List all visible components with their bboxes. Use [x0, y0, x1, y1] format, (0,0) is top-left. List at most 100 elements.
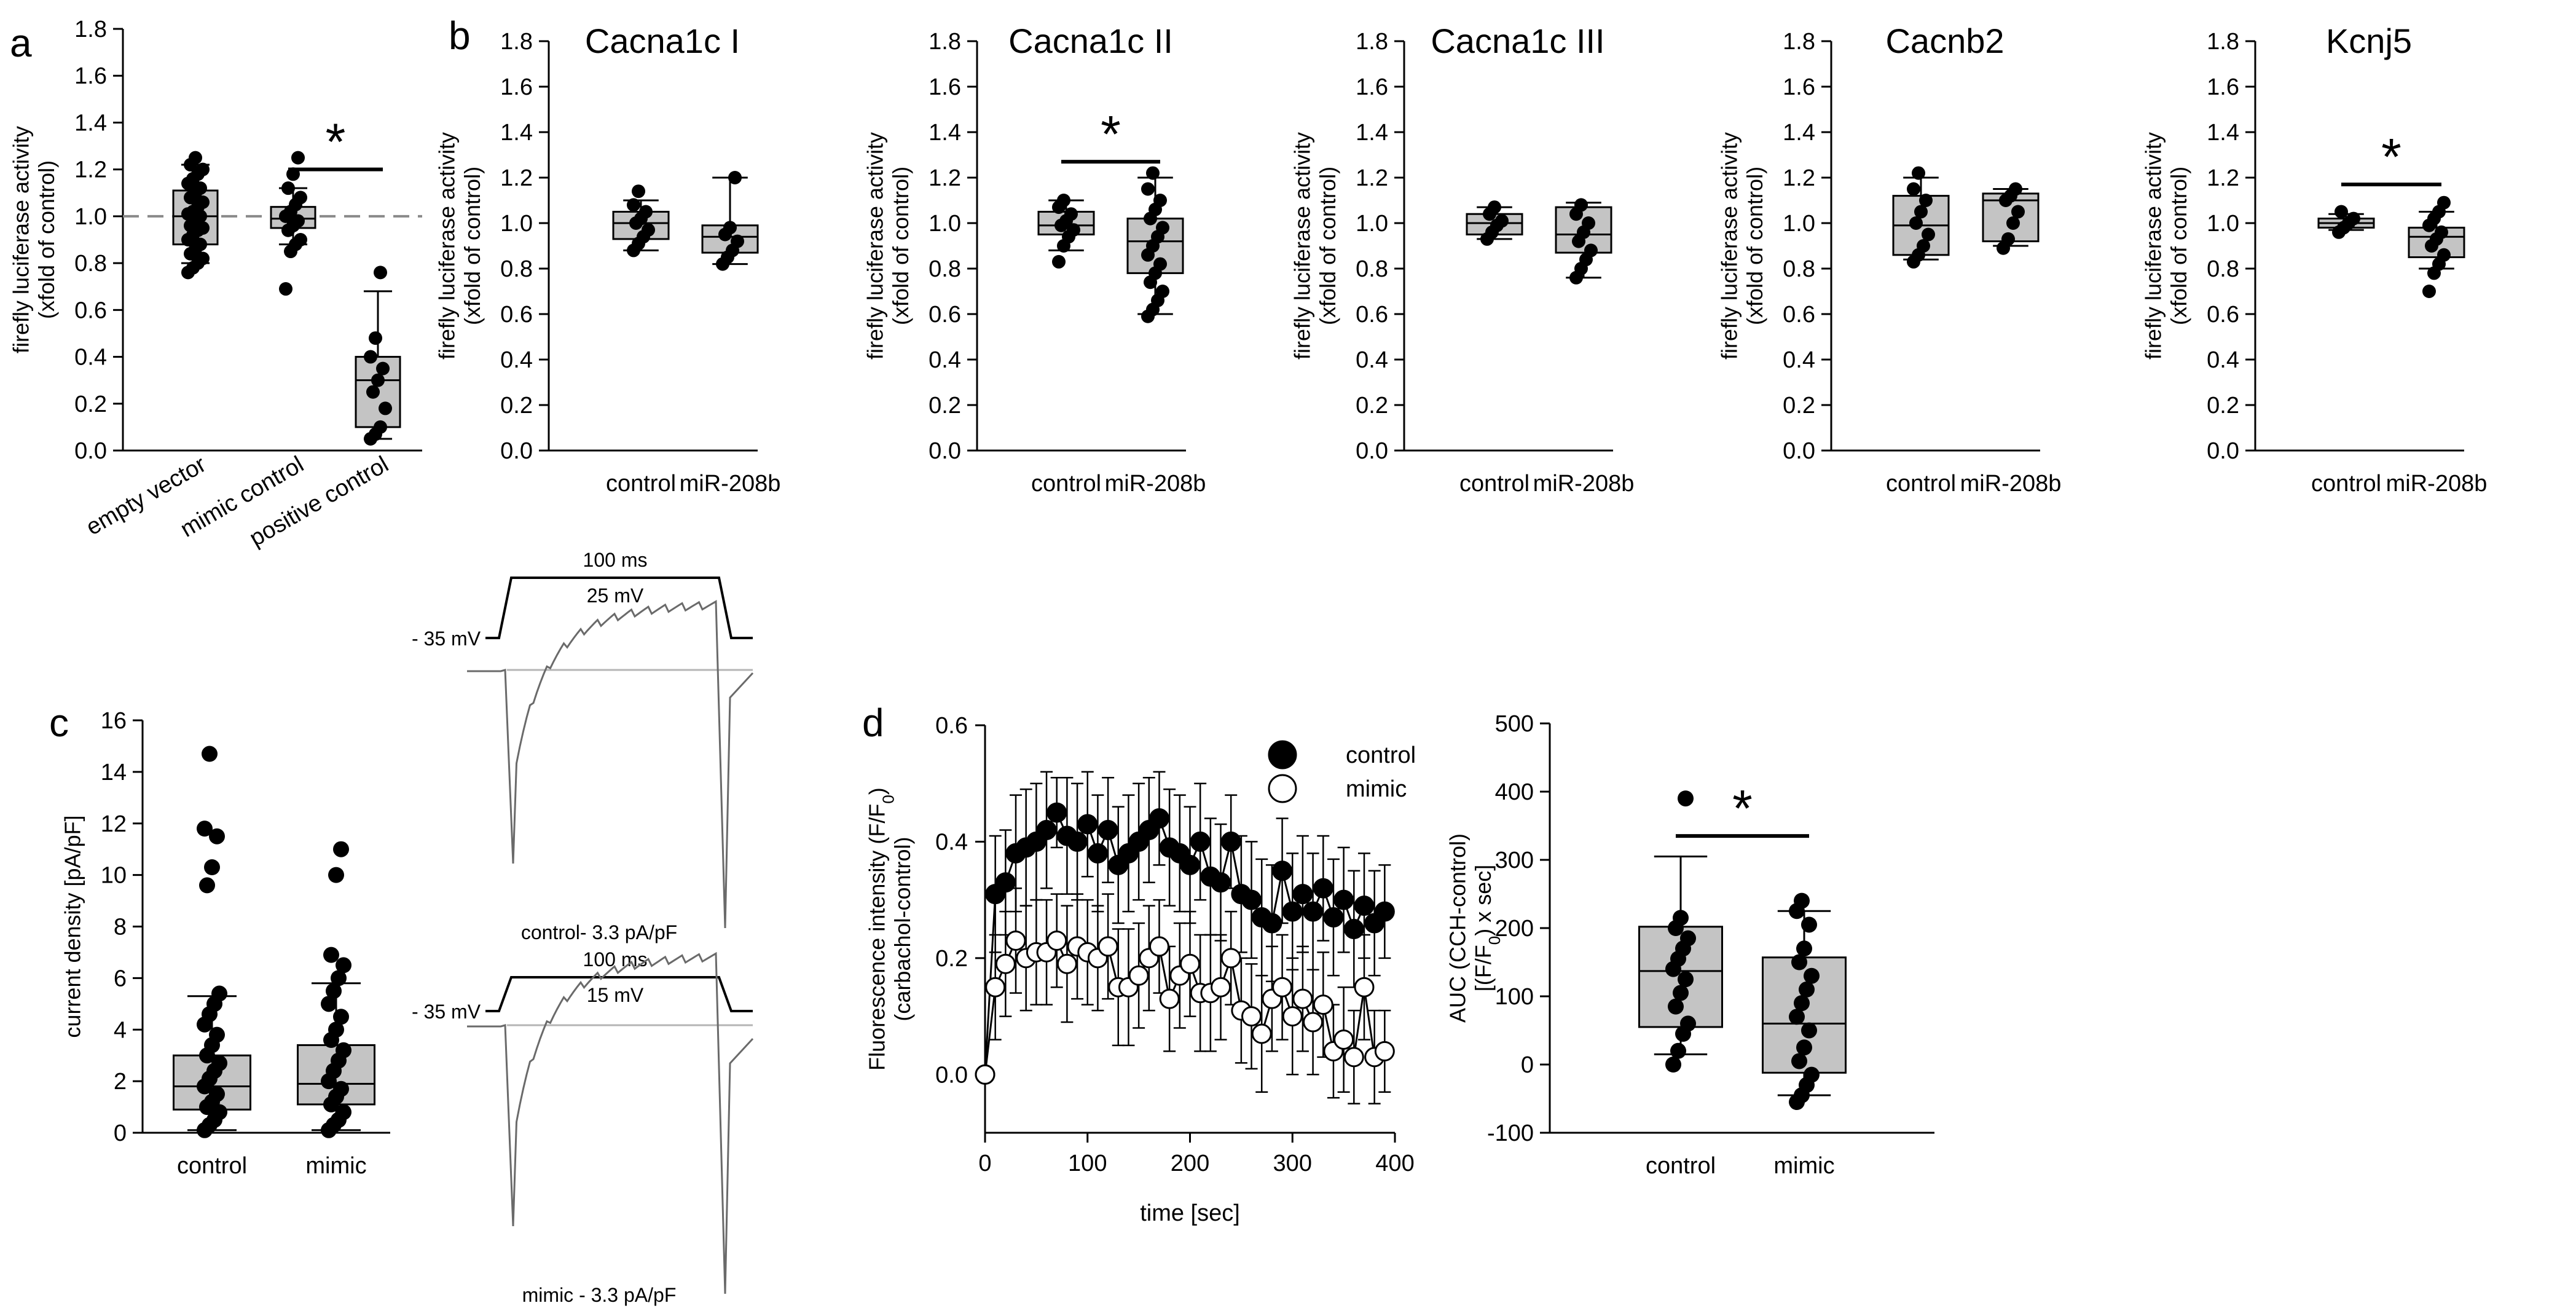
data-point — [1922, 227, 1935, 242]
y-tick-label: 0.2 — [2207, 393, 2239, 419]
box-control — [173, 746, 251, 1138]
data-point — [1794, 892, 1810, 909]
box-mir-208b — [1126, 166, 1184, 323]
significance-star: * — [326, 113, 346, 171]
data-point — [1046, 802, 1067, 823]
data-point — [1156, 221, 1169, 235]
y-tick-label: 0.4 — [1783, 347, 1815, 373]
y-tick-label: 0.0 — [74, 438, 107, 464]
box-mimic — [297, 841, 375, 1138]
y-axis-label-line: current density [pA/pF] — [60, 815, 85, 1037]
holding-potential: - 35 mV — [412, 1001, 481, 1023]
box-control — [1466, 200, 1523, 246]
y-tick-label: 1.0 — [929, 211, 961, 237]
y-tick-label: 0.8 — [74, 251, 107, 277]
y-tick-label: 0 — [1521, 1052, 1534, 1078]
voltage-protocol — [485, 577, 753, 639]
y-axis-label-line: firefly luciferase activity — [1290, 132, 1315, 360]
data-point — [1665, 1057, 1681, 1073]
data-point — [1159, 988, 1180, 1009]
current-trace — [467, 600, 754, 929]
data-point — [1153, 257, 1167, 271]
box-mimic-control — [270, 151, 316, 296]
significance-star: * — [1101, 105, 1121, 163]
data-point — [281, 181, 295, 195]
y-axis-label: firefly luciferase activity(xfold of con… — [434, 132, 485, 360]
data-point — [1292, 884, 1313, 905]
data-point — [1180, 854, 1200, 875]
data-point — [1801, 1022, 1817, 1039]
y-tick-label: 1.8 — [2207, 29, 2239, 55]
y-tick-label: 0.0 — [500, 438, 533, 464]
data-point — [1211, 977, 1231, 998]
y-tick-label: 0.6 — [500, 302, 533, 328]
subscript-zero: 0 — [1485, 936, 1504, 945]
box-mir-208b — [701, 171, 759, 271]
data-point — [2001, 232, 2015, 246]
data-point — [995, 872, 1016, 893]
panel-b-kcnj5: 0.0 0.2 0.4 0.6 0.8 1.0 1.2 1.4 1.6 1.8 firefly lu… — [2141, 22, 2488, 497]
data-point — [1077, 814, 1098, 835]
trace-caption: mimic - 3.3 pA/pF — [522, 1284, 677, 1306]
data-point — [1303, 901, 1324, 922]
voltage-protocol — [485, 976, 753, 1012]
data-point — [194, 181, 207, 195]
data-point — [328, 867, 344, 883]
box-mir-208b — [1982, 182, 2040, 255]
box-control — [1892, 166, 1950, 269]
y-tick-label: 0.8 — [1783, 256, 1815, 282]
chart-title: Cacna1c II — [1008, 22, 1173, 60]
chart-title: Cacnb2 — [1885, 22, 2004, 60]
category-label: control — [1031, 471, 1101, 497]
y-tick-label: 0.6 — [1783, 302, 1815, 328]
data-point — [211, 1055, 227, 1071]
data-point — [1052, 254, 1066, 269]
data-point — [1241, 889, 1262, 910]
y-tick-label: 1.6 — [1783, 74, 1815, 100]
data-point — [1098, 819, 1118, 840]
y-axis-label-line: firefly luciferase activity — [863, 132, 888, 360]
y-tick-label: 0 — [114, 1120, 127, 1146]
y-tick-label: 0.6 — [929, 302, 961, 328]
data-point — [1211, 872, 1231, 893]
y-axis-label-line: (xfold of control) — [34, 160, 59, 319]
data-point — [1064, 207, 1078, 221]
panel-b-cacna1c-ii: 0.0 0.2 0.4 0.6 0.8 1.0 1.2 1.4 1.6 1.8 firefly lu… — [863, 22, 1206, 497]
y-axis-label: firefly luciferase activity(xfold of con… — [1290, 132, 1340, 360]
y-tick-label: 4 — [114, 1017, 127, 1043]
x-tick-label: 200 — [1171, 1151, 1209, 1176]
series-mimic — [975, 887, 1395, 1104]
data-point — [1907, 182, 1920, 196]
data-point — [1262, 913, 1282, 934]
y-tick-label: 1.2 — [1783, 165, 1815, 191]
data-point — [642, 223, 655, 237]
panel-b-cacna1c-iii: 0.0 0.2 0.4 0.6 0.8 1.0 1.2 1.4 1.6 1.8 firefly lu… — [1290, 22, 1635, 497]
data-point — [1791, 954, 1807, 970]
y-tick-label: 0.2 — [500, 393, 533, 419]
y-axis-label: firefly luciferase activity(xfold of con… — [1717, 132, 1767, 360]
data-point — [1272, 860, 1293, 881]
y-tick-label: 1.2 — [1356, 165, 1388, 191]
data-point — [1251, 1023, 1272, 1044]
data-point — [211, 985, 227, 1002]
y-axis-label: firefly luciferase activity(xfold of con… — [9, 126, 59, 353]
y-tick-label: 0.0 — [935, 1062, 968, 1088]
data-point — [321, 996, 337, 1012]
data-point — [1303, 1012, 1324, 1033]
data-point — [333, 841, 349, 857]
data-point — [294, 191, 307, 205]
y-tick-label: 1.2 — [500, 165, 533, 191]
y-tick-label: 1.8 — [74, 17, 107, 42]
y-tick-label: 1.2 — [74, 157, 107, 183]
data-point — [1057, 194, 1070, 207]
data-point — [369, 331, 382, 345]
y-tick-label: 0.0 — [1356, 438, 1388, 464]
data-point — [1282, 1006, 1303, 1027]
data-point — [1149, 936, 1169, 957]
category-label: positive control — [245, 451, 393, 551]
y-tick-label: 0.8 — [929, 256, 961, 282]
category-label: control — [177, 1153, 247, 1179]
y-tick-label: 0.6 — [935, 713, 968, 739]
y-tick-label: 0.2 — [74, 392, 107, 417]
data-point — [333, 1009, 349, 1025]
